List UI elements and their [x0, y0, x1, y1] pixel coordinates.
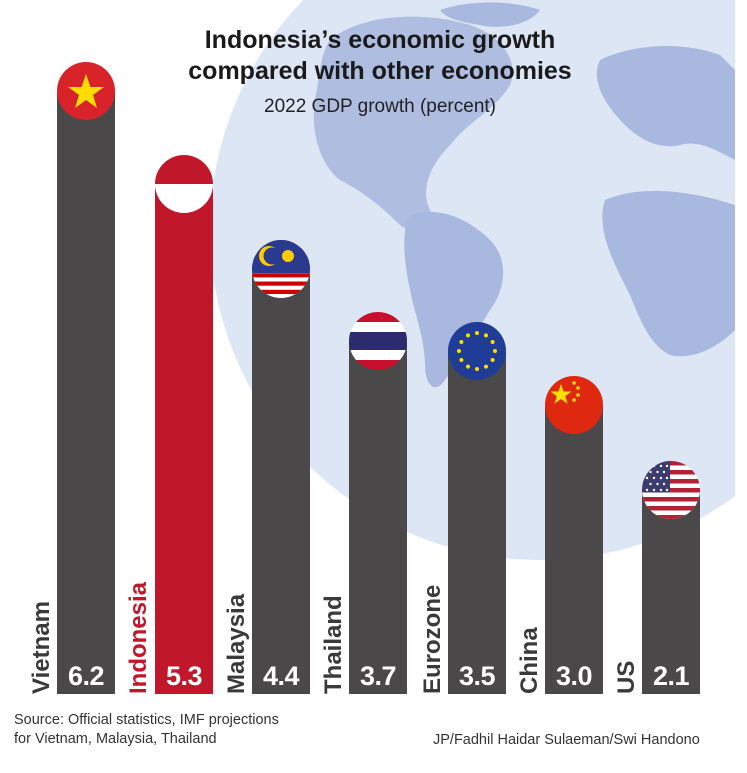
source-note: Source: Official statistics, IMF project…: [14, 711, 279, 749]
bar-value: 5.3: [165, 661, 203, 691]
chart-title-line1: Indonesia’s economic growth: [204, 26, 556, 54]
bar-value: 3.5: [458, 661, 496, 691]
bar-label: US: [613, 660, 640, 694]
source-line1: Source: Official statistics, IMF project…: [14, 712, 279, 728]
bar-label: Thailand: [320, 595, 347, 694]
bar-value: 3.0: [555, 661, 593, 691]
vietnam-flag-icon: [57, 62, 115, 120]
indonesia-flag-icon: [155, 155, 213, 213]
malaysia-flag-icon: [252, 240, 310, 298]
bar-value: 6.2: [67, 661, 105, 691]
bar-malaysia: 4.4: [252, 270, 310, 694]
bar-label: Vietnam: [28, 601, 55, 694]
bar-vietnam: 6.2: [57, 92, 115, 694]
credit-note: JP/Fadhil Haidar Sulaeman/Swi Handono: [433, 732, 700, 748]
china-flag-icon: [545, 376, 603, 434]
bar-label: Eurozone: [419, 584, 446, 694]
bar-indonesia: 5.3: [155, 185, 213, 694]
bar-value: 3.7: [359, 661, 397, 691]
chart-subtitle: 2022 GDP growth (percent): [264, 96, 496, 117]
bar-thailand: 3.7: [349, 342, 407, 694]
bar-label: Malaysia: [223, 593, 250, 694]
source-line2: for Vietnam, Malaysia, Thailand: [14, 731, 217, 747]
bar-value: 2.1: [652, 661, 690, 691]
thailand-flag-icon: [349, 312, 407, 370]
us-flag-icon: [642, 461, 700, 519]
bar-us: 2.1: [642, 491, 700, 694]
chart-title-line2: compared with other economies: [188, 57, 572, 85]
bar-label: Indonesia: [125, 581, 152, 694]
bar-china: 3.0: [545, 406, 603, 694]
bar-eurozone: 3.5: [448, 352, 506, 694]
eu-flag-icon: [448, 322, 506, 380]
bar-label: China: [516, 627, 543, 694]
bar-value: 4.4: [262, 661, 300, 691]
